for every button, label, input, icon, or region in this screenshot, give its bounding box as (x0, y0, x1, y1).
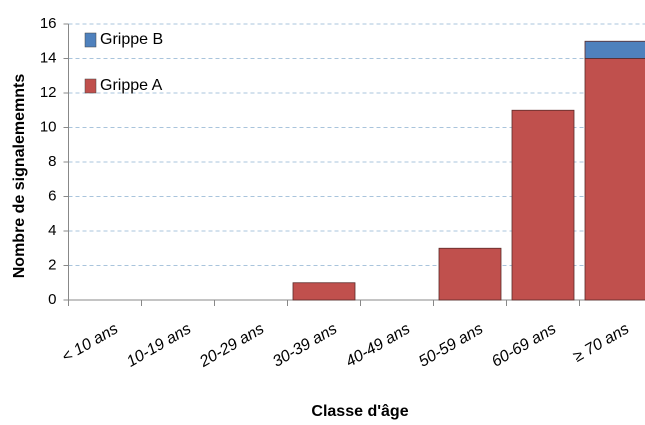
y-tick-label: 4 (48, 222, 56, 239)
legend-swatch (84, 78, 97, 94)
y-tick-label: 12 (40, 84, 57, 101)
y-tick-label: 8 (48, 153, 56, 170)
y-tick-label: 0 (48, 291, 56, 308)
x-tick-label: 50-59 ans (416, 320, 486, 370)
x-tick-label: 40-49 ans (343, 320, 413, 370)
y-axis-title: Nombre de signalememnts (11, 74, 28, 279)
y-tick-label: 6 (48, 187, 56, 204)
legend-label: Grippe A (100, 77, 163, 94)
x-tick-label: 60-69 ans (489, 320, 559, 370)
y-tick-label: 2 (48, 256, 56, 273)
x-tick-label: ≥ 70 ans (571, 320, 633, 365)
x-axis-title: Classe d'âge (311, 403, 408, 420)
bar-segment (584, 58, 645, 301)
legend-swatch (84, 32, 97, 48)
bar-segment (584, 40, 645, 59)
x-tick-label: 30-39 ans (270, 320, 340, 370)
y-tick-label: 16 (40, 15, 57, 32)
x-tick-label: < 10 ans (59, 320, 121, 366)
y-tick-label: 14 (40, 49, 57, 66)
x-tick-label: 20-29 ans (196, 320, 267, 371)
bar-segment (292, 282, 356, 301)
legend-label: Grippe B (100, 31, 163, 48)
bar-segment (438, 247, 502, 301)
x-tick-label: 10-19 ans (124, 320, 194, 370)
y-tick-label: 10 (40, 118, 57, 135)
bar-segment (511, 109, 575, 301)
